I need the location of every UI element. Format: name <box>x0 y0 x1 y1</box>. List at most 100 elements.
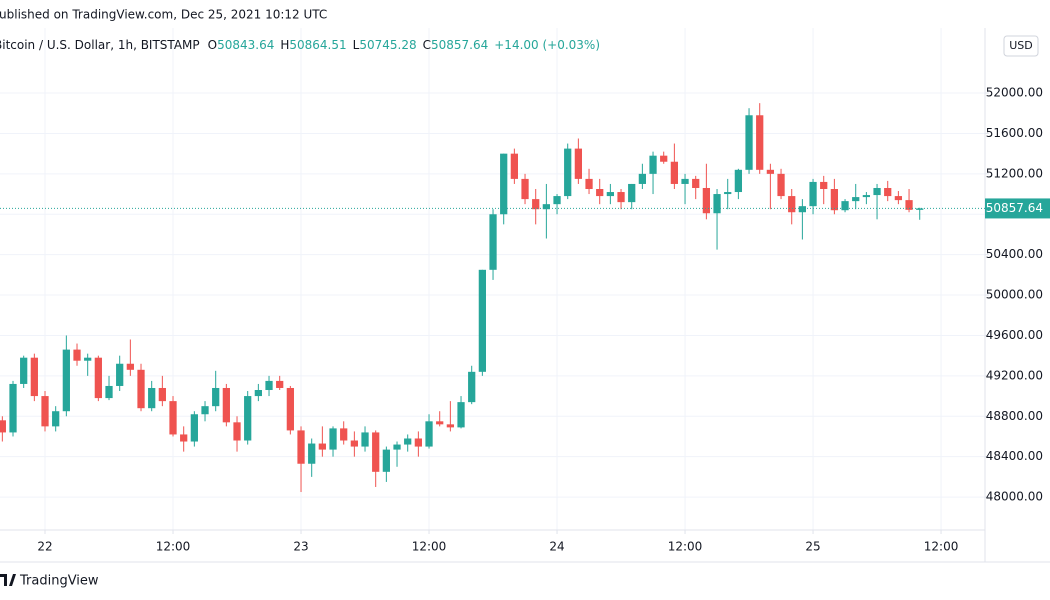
candle-body <box>116 363 124 386</box>
candle-body <box>830 189 839 211</box>
candle-body <box>542 204 550 210</box>
candle-body <box>884 187 892 197</box>
ohlc-value: 50857.64 <box>431 38 488 52</box>
ohlc-letter: C <box>423 38 431 52</box>
change: +14.00 (+0.03%) <box>494 38 600 52</box>
candle-body <box>916 208 924 210</box>
candle-body <box>105 385 113 399</box>
candle-body <box>617 192 625 203</box>
candle-body <box>30 357 38 397</box>
y-tick-label: 48000.00 <box>986 490 1043 504</box>
candle-body <box>436 421 444 425</box>
y-tick-label: 49200.00 <box>986 368 1043 382</box>
candle-body <box>670 161 679 184</box>
candle-body <box>180 434 188 442</box>
candle-body <box>734 169 743 193</box>
candle-body <box>265 380 273 391</box>
x-tick-label: 12:00 <box>412 540 447 554</box>
candle-body <box>521 178 529 200</box>
candle-body <box>564 148 572 197</box>
candle-body <box>638 173 646 184</box>
candle-body <box>0 420 6 433</box>
x-tick-label: 12:00 <box>924 540 959 554</box>
y-tick-label: 48800.00 <box>986 409 1043 423</box>
candle-body <box>73 349 81 361</box>
candle-body <box>158 387 166 402</box>
candle-body <box>766 169 775 174</box>
candle-body <box>628 183 636 203</box>
currency-label[interactable]: USD <box>1009 39 1033 52</box>
candle-body <box>532 199 540 210</box>
x-tick-label: 25 <box>805 540 820 554</box>
candle-body <box>596 189 604 197</box>
candle-body <box>276 380 284 388</box>
legend: Bitcoin / U.S. Dollar, 1h, BITSTAMP O5084… <box>0 38 600 52</box>
candle-body <box>41 396 49 427</box>
candle-body <box>745 115 753 170</box>
published-note: Published on TradingView.com, Dec 25, 20… <box>0 8 327 22</box>
candle-body <box>500 153 508 215</box>
x-tick-label: 22 <box>37 540 52 554</box>
candle-body <box>852 197 860 202</box>
candle-body <box>244 396 252 441</box>
brand-name: TradingView <box>19 574 99 589</box>
candle-body <box>20 357 28 384</box>
candle-body <box>457 402 465 428</box>
candle-body <box>681 178 689 184</box>
candle-body <box>52 411 60 427</box>
ohlc-letter: L <box>353 38 360 52</box>
candle-body <box>724 192 732 195</box>
candle-body <box>510 153 518 179</box>
last-price-label: 50857.64 <box>986 201 1043 215</box>
candle-body <box>841 201 849 211</box>
candle-body <box>372 432 380 472</box>
candle-body <box>340 428 348 441</box>
candle-body <box>649 155 657 174</box>
candle-body <box>308 443 316 464</box>
candle-body <box>361 432 369 447</box>
candle-body <box>212 387 220 407</box>
ohlc-letter: O <box>208 38 217 52</box>
candle-body <box>190 414 198 442</box>
brand-logo <box>0 574 16 586</box>
x-tick-label: 24 <box>549 540 564 554</box>
currency-button[interactable] <box>1003 35 1039 57</box>
candles <box>0 103 924 493</box>
legend-text: Bitcoin / U.S. Dollar, 1h, BITSTAMP O5084… <box>0 38 600 52</box>
candle-body <box>585 178 593 190</box>
candle-body <box>809 181 817 207</box>
candle-body <box>553 196 561 205</box>
candle-body <box>137 369 145 409</box>
candle-body <box>692 178 700 188</box>
candle-body <box>329 428 337 450</box>
logo-icon <box>0 574 16 586</box>
candle-body <box>169 401 177 435</box>
candle-body <box>489 214 497 270</box>
candle-body <box>318 443 326 450</box>
candle-body <box>756 115 764 170</box>
y-tick-label: 50000.00 <box>986 288 1043 302</box>
ohlc-letter: H <box>280 38 289 52</box>
x-tick-label: 12:00 <box>156 540 191 554</box>
x-tick-label: 12:00 <box>668 540 703 554</box>
candle-body <box>297 430 305 464</box>
candle-body <box>873 187 881 196</box>
last-price-box <box>985 198 1050 219</box>
candle-body <box>660 155 668 162</box>
y-tick-label: 51200.00 <box>986 166 1043 180</box>
ohlc-value: 50864.51 <box>289 38 346 52</box>
candle-body <box>425 421 433 447</box>
candle-body <box>713 194 721 214</box>
candle-body <box>62 349 70 412</box>
candle-body <box>777 173 785 197</box>
candle-body <box>788 196 796 213</box>
candle-body <box>126 363 134 370</box>
ohlc-value: 50843.64 <box>217 38 274 52</box>
candle-body <box>478 269 486 372</box>
candle-body <box>414 438 422 447</box>
symbol: Bitcoin / U.S. Dollar, 1h, BITSTAMP <box>0 38 200 52</box>
y-tick-label: 52000.00 <box>986 86 1043 100</box>
candle-body <box>286 387 294 431</box>
